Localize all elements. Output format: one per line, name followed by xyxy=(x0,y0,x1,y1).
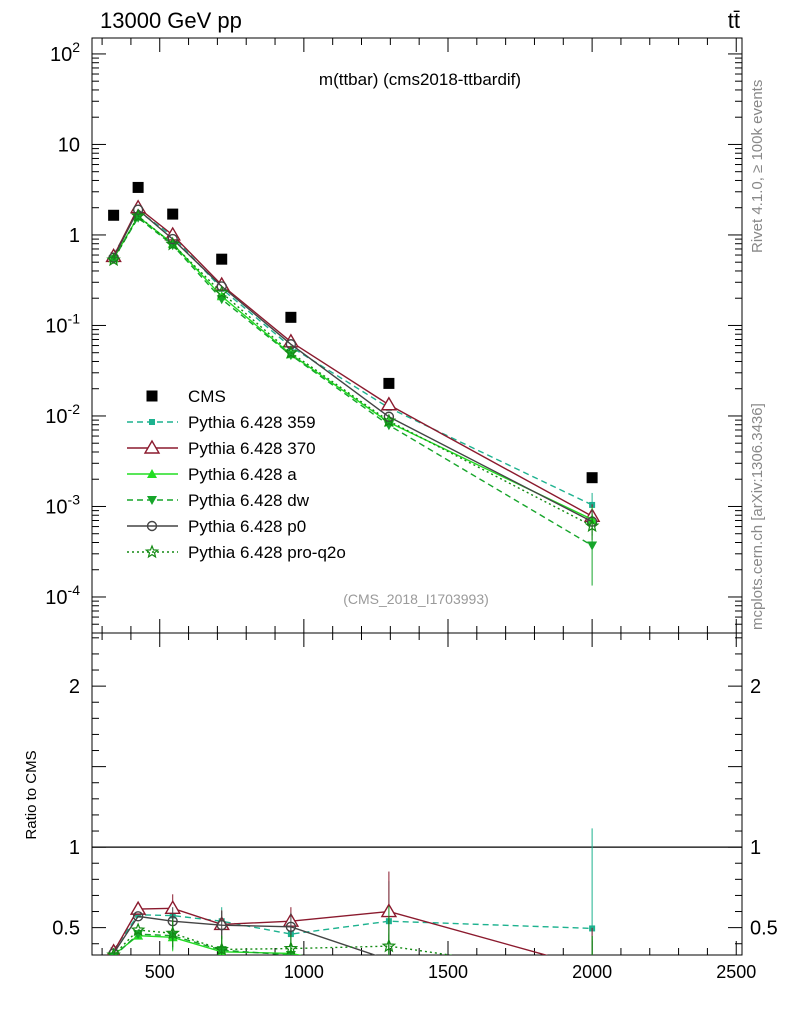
y-tick-label: 10-2 xyxy=(45,401,80,428)
ratio-line-pa xyxy=(113,934,303,955)
x-tick-label: 2500 xyxy=(716,962,756,982)
y-tick-label: 10-1 xyxy=(45,310,80,337)
ratio-y-tick-label-left: 0.5 xyxy=(52,918,80,940)
rivet-version-label: Rivet 4.1.0, ≥ 100k events xyxy=(749,80,766,253)
x-tick-label: 1000 xyxy=(284,962,324,982)
ratio-point-pq2o xyxy=(130,922,146,937)
legend-marker-CMS xyxy=(146,390,158,402)
data-point-CMS xyxy=(383,377,395,389)
ratio-y-tick-label-left: 2 xyxy=(69,676,80,698)
ratio-point-pq2o xyxy=(165,925,180,940)
data-point-pq2o xyxy=(283,345,299,359)
data-point-pp0 xyxy=(132,204,144,215)
data-point-pq2o xyxy=(130,208,146,223)
data-point-pp0 xyxy=(167,233,178,245)
ratio-line-pp0 xyxy=(113,915,377,955)
data-point-CMS xyxy=(586,472,598,484)
data-point-pq2o xyxy=(214,285,229,299)
process-label: tt̄ xyxy=(728,8,740,33)
series-line-p370 xyxy=(112,206,593,517)
series-line-pq2o xyxy=(112,214,593,527)
main-panel-ticks: 10-4 10-3 10-2 10-1 1 10 102 xyxy=(45,38,742,634)
series-line-pa xyxy=(112,215,593,521)
data-point-CMS xyxy=(216,253,228,265)
y-tick-label: 10 xyxy=(58,134,80,156)
ratio-point-pdw xyxy=(384,970,394,979)
data-point-CMS xyxy=(285,311,297,323)
x-tick-label: 1500 xyxy=(428,962,468,982)
ratio-line-p359 xyxy=(113,914,593,951)
legend-marker-p370 xyxy=(143,439,161,454)
legend-label-p359: Pythia 6.428 359 xyxy=(188,413,316,432)
legend-marker-p359 xyxy=(149,419,155,425)
legend-label-CMS: CMS xyxy=(188,387,226,406)
data-point-pdw xyxy=(587,541,598,551)
y-tick-label: 10-3 xyxy=(45,491,80,518)
y-tick-label: 102 xyxy=(50,39,80,66)
legend-marker-pp0 xyxy=(146,520,158,532)
data-point-pq2o xyxy=(584,518,600,533)
ratio-point-pdw xyxy=(108,952,119,955)
ratio-point-pq2o xyxy=(381,938,397,953)
ratio-panel-frame xyxy=(91,632,743,956)
ratio-point-pp0 xyxy=(132,911,144,922)
legend: CMS Pythia 6.428 359 Pythia 6.428 370 Pythi… xyxy=(127,387,346,562)
ratio-point-pp0 xyxy=(285,921,297,933)
ratio-line-pq2o xyxy=(113,929,455,955)
analysis-watermark: (CMS_2018_I1703993) xyxy=(343,591,489,607)
ratio-panel-ticks: 500 1000 1500 2000 2500 0.5 0.5 1 1 2 2 xyxy=(52,633,778,982)
x-tick-label: 2000 xyxy=(572,962,612,982)
legend-label-pp0: Pythia 6.428 p0 xyxy=(188,517,306,536)
data-point-pp0 xyxy=(285,339,297,350)
ratio-y-tick-label-right: 0.5 xyxy=(750,918,778,940)
series-line-p359 xyxy=(112,209,593,506)
legend-label-pdw: Pythia 6.428 dw xyxy=(188,491,310,510)
y-tick-label: 10-4 xyxy=(45,582,80,609)
legend-label-pq2o: Pythia 6.428 pro-q2o xyxy=(188,543,346,562)
data-point-CMS xyxy=(167,208,179,220)
data-point-pp0 xyxy=(216,281,227,292)
ratio-point-pq2o xyxy=(106,947,121,955)
ratio-y-label: Ratio to CMS xyxy=(23,750,40,839)
data-point-pq2o xyxy=(381,413,397,428)
data-point-CMS xyxy=(108,209,120,221)
ratio-y-tick-label-left: 1 xyxy=(69,837,80,859)
ratio-y-tick-label-right: 1 xyxy=(750,837,761,859)
legend-marker-pa xyxy=(147,469,157,478)
energy-label: 13000 GeV pp xyxy=(100,8,242,33)
ratio-point-pa xyxy=(384,968,394,977)
ratio-point-pq2o xyxy=(283,940,299,955)
ratio-point-pp0 xyxy=(216,920,227,931)
ratio-point-pq2o xyxy=(214,941,229,955)
data-point-pq2o xyxy=(106,252,121,267)
legend-marker-pdw xyxy=(147,496,157,505)
ratio-panel-border xyxy=(91,632,743,956)
legend-marker-pq2o xyxy=(144,544,160,559)
plot-title: m(ttbar) (cms2018-ttbardif) xyxy=(319,70,521,89)
main-panel-series xyxy=(105,181,601,586)
data-point-pq2o xyxy=(165,236,180,251)
data-point-CMS xyxy=(132,181,144,193)
x-tick-label: 500 xyxy=(145,962,175,982)
ratio-panel-series xyxy=(106,828,596,979)
data-point-p370 xyxy=(380,396,398,411)
y-tick-label: 1 xyxy=(69,225,80,247)
ratio-point-pp0 xyxy=(386,954,391,955)
ratio-y-tick-label-right: 2 xyxy=(750,676,761,698)
mcplots-label: mcplots.cern.ch [arXiv:1306.3436] xyxy=(749,403,766,630)
legend-label-p370: Pythia 6.428 370 xyxy=(188,439,316,458)
ratio-point-p370 xyxy=(129,900,147,915)
legend-label-pa: Pythia 6.428 a xyxy=(188,465,297,484)
